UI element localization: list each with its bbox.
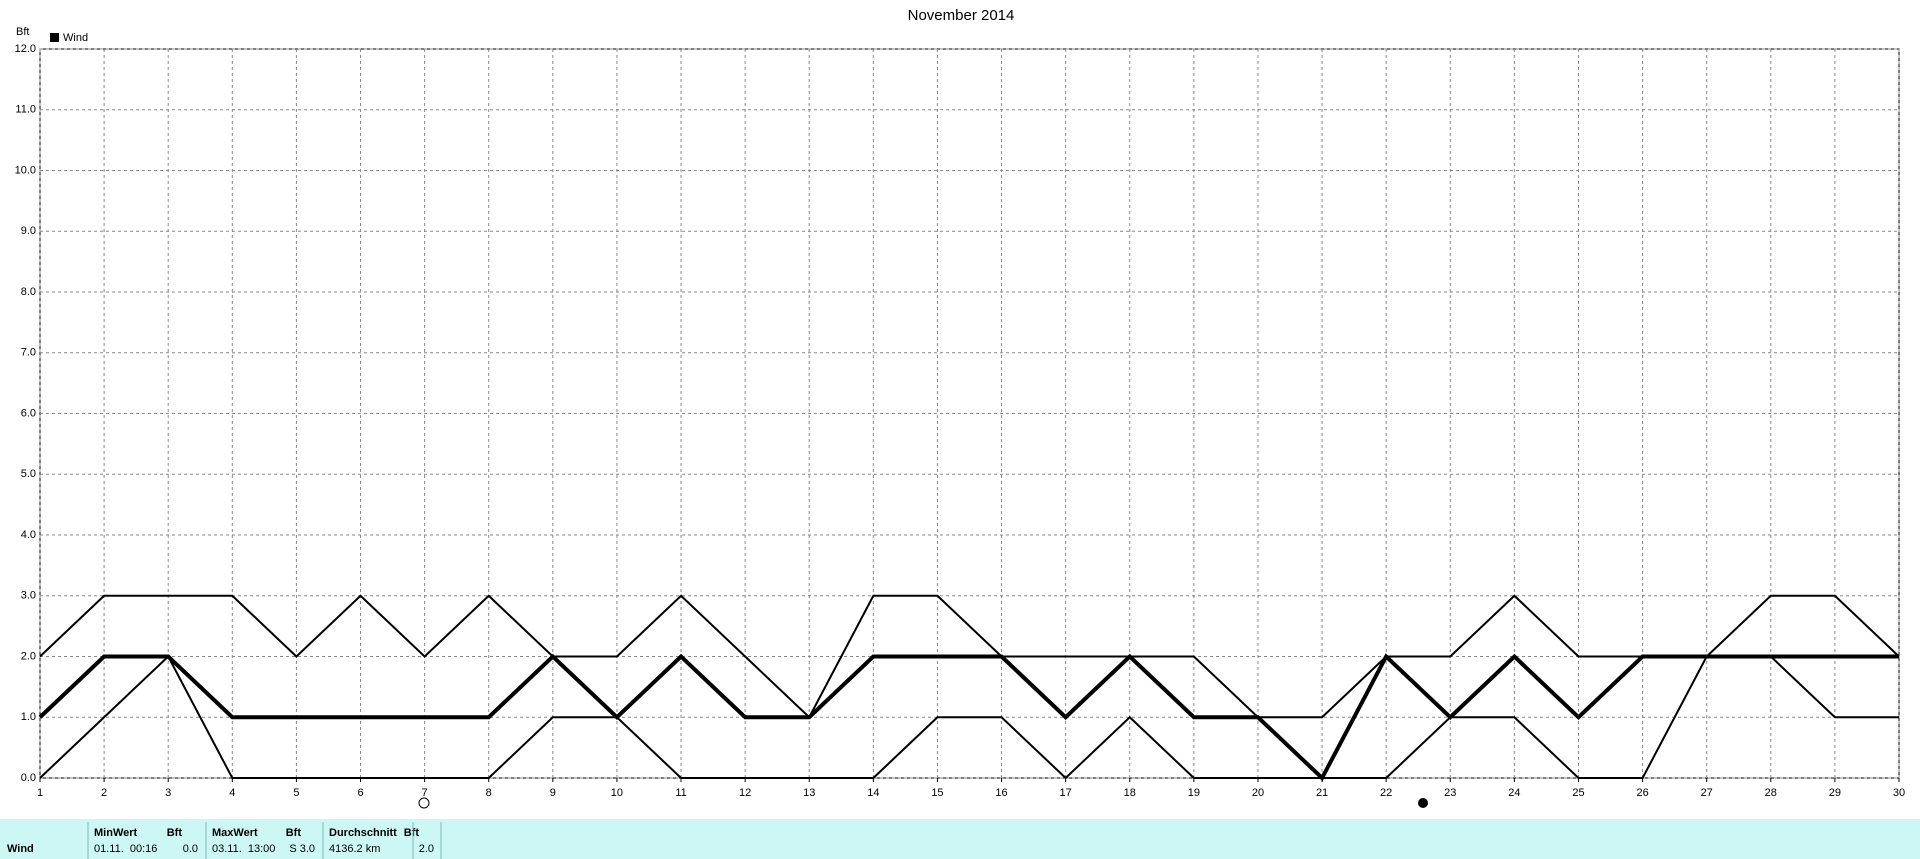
x-tick-label: 16 [995, 787, 1007, 799]
x-tick-label: 14 [867, 787, 879, 799]
x-tick-label: 15 [931, 787, 943, 799]
table: MinWert Bft MaxWert Bft Durchschnitt Bft Wind 0… [7, 822, 442, 859]
series-line [39, 594, 1900, 719]
x-tick-label: 5 [293, 787, 299, 799]
legend-label: Wind [63, 32, 88, 44]
x-tick-label: 25 [1572, 787, 1584, 799]
y-tick-label: 12.0 [15, 43, 36, 55]
x-tick-label: 24 [1508, 787, 1520, 799]
x-tick-label: 27 [1701, 787, 1713, 799]
x-tick-label: 18 [1124, 787, 1136, 799]
x-tick-label: 9 [550, 787, 556, 799]
x-tick-label: 26 [1636, 787, 1648, 799]
table-cell: Wind [7, 843, 34, 855]
y-axis-label: Bft [16, 26, 29, 38]
x-tick-label: 7 [422, 787, 428, 799]
table-header: MaxWert [212, 827, 258, 839]
x-tick-label: 11 [675, 787, 686, 799]
y-tick-label: 3.0 [21, 590, 36, 602]
y-tick-label: 7.0 [21, 347, 36, 359]
y-tick-label: 4.0 [21, 529, 36, 541]
y-tick-label: 10.0 [15, 164, 36, 176]
new-moon [1418, 798, 1428, 808]
table-header: MinWert [94, 827, 138, 839]
table-header: Bft [286, 827, 302, 839]
table-cell: 01.11. 00:16 [94, 843, 157, 855]
x-tick-label: 1 [37, 787, 43, 799]
x-tick-label: 19 [1188, 787, 1200, 799]
x-tick-label: 28 [1765, 787, 1777, 799]
table-band [0, 819, 1920, 859]
x-tick-label: 12 [739, 787, 751, 799]
x-tick-label: 30 [1893, 787, 1905, 799]
x-tick-label: 3 [165, 787, 171, 799]
series-line [38, 653, 1899, 782]
table-cell: 03.11. 13:00 [212, 843, 275, 855]
table-cell: S 3.0 [289, 843, 315, 855]
y-tick-label: 1.0 [21, 711, 36, 723]
x-tick-label: 13 [803, 787, 815, 799]
table-cell: 4136.2 km [329, 843, 380, 855]
x-tick-label: 6 [357, 787, 363, 799]
x-tick-label: 2 [101, 787, 107, 799]
table-header: Bft [404, 827, 420, 839]
x-tick-label: 29 [1829, 787, 1841, 799]
chart-title: November 2014 [908, 7, 1015, 24]
table-header: Bft [167, 827, 183, 839]
x-tick-label: 17 [1060, 787, 1072, 799]
x-tick-label: 4 [229, 787, 235, 799]
y-tick-label: 5.0 [21, 468, 36, 480]
table-cell: 2.0 [419, 843, 434, 855]
y-tick-label: 11.0 [15, 104, 36, 116]
full-moon [418, 797, 430, 809]
moon-phase-icons [418, 797, 1428, 809]
x-tick-label: 10 [611, 787, 623, 799]
x-tick-label: 22 [1380, 787, 1392, 799]
y-tick-label: 0.0 [21, 772, 36, 784]
legend-swatch [50, 33, 59, 42]
y-tick-label: 9.0 [21, 225, 36, 237]
x-tick-label: 21 [1316, 787, 1328, 799]
x-tick-label: 20 [1252, 787, 1264, 799]
y-tick-label: 6.0 [21, 407, 36, 419]
y-tick-label: 2.0 [21, 650, 36, 662]
series-line [39, 654, 1899, 780]
y-tick-label: 8.0 [21, 286, 36, 298]
table-cell: 0.0 [183, 843, 198, 855]
x-tick-label: 8 [486, 787, 492, 799]
table-header: Durchschnitt [329, 827, 397, 839]
x-tick-label: 23 [1444, 787, 1456, 799]
